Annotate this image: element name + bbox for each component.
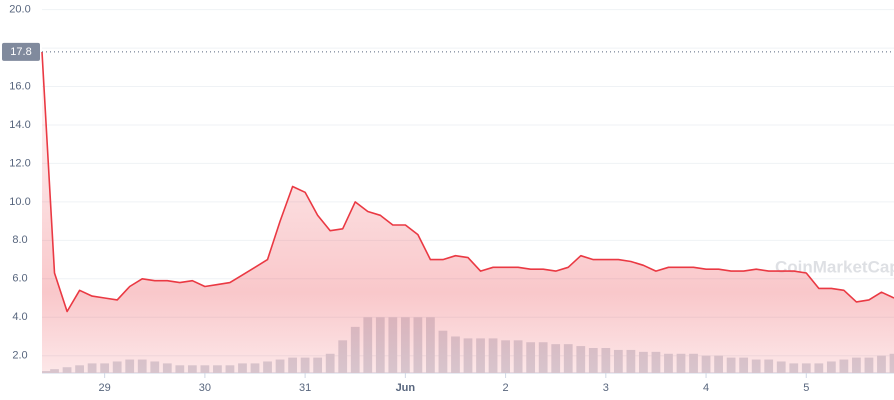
x-tick-label: 31: [299, 382, 311, 394]
y-tick-label: 2.0: [12, 350, 27, 362]
x-tick-label: 2: [503, 382, 509, 394]
y-tick-label: 20.0: [9, 4, 30, 16]
x-tick-label: Jun: [396, 382, 416, 394]
x-tick-label: 3: [603, 382, 609, 394]
x-tick-label: 4: [703, 382, 709, 394]
y-tick-label: 10.0: [9, 196, 30, 208]
price-line: [41, 51, 894, 313]
y-tick-label: 12.0: [9, 157, 30, 169]
x-tick-label: 29: [99, 382, 111, 394]
y-tick-label: 14.0: [9, 119, 30, 131]
y-tick-label: 8.0: [12, 234, 27, 246]
y-tick-label: 16.0: [9, 80, 30, 92]
reference-label: 17.8: [10, 46, 31, 58]
reference-badge: [2, 42, 40, 61]
watermark: CoinMarketCap: [775, 257, 894, 276]
x-tick-label: 5: [803, 382, 809, 394]
price-area: [42, 51, 894, 374]
y-tick-label: 4.0: [12, 311, 27, 323]
y-tick-label: 6.0: [12, 273, 27, 285]
x-tick-label: 30: [199, 382, 211, 394]
